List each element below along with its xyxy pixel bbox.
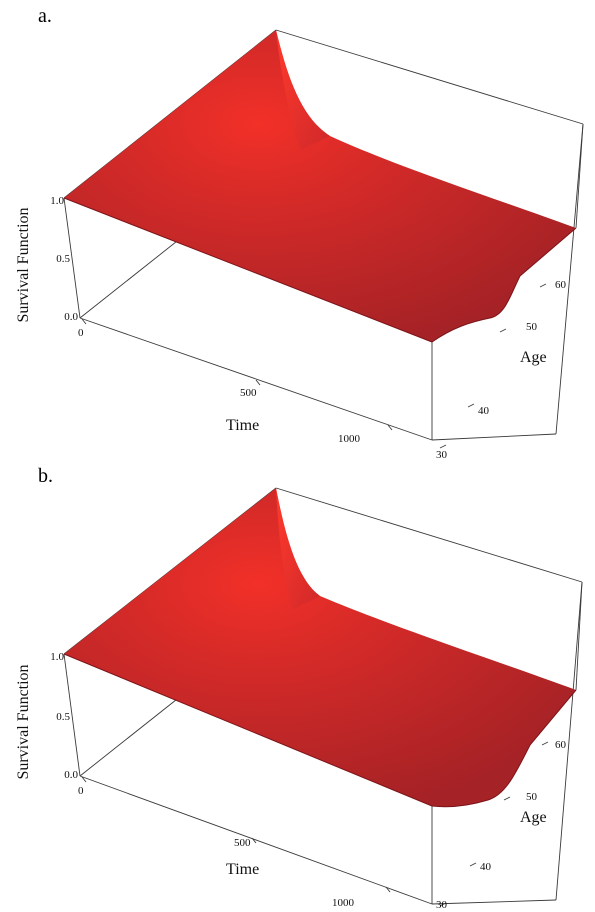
panel-a-x-tick-label: 500: [240, 387, 257, 399]
panel-b-y-tick-label: 50: [526, 791, 538, 803]
panel-a-y-tick-label: 50: [526, 321, 538, 333]
panel-a-y-axis-title: Age: [520, 349, 547, 366]
panel-a-y-tick-label: 60: [555, 279, 567, 291]
panel-b-plot: b. 1.0 0.5 0.0 Survival Function: [15, 465, 583, 911]
panel-b-x-axis: 0 500 1000 Time: [78, 776, 391, 909]
panel-a-surface-right-edge: [431, 227, 577, 343]
panel-b-z-tick-label: 0.5: [56, 711, 70, 723]
panel-a-y-tick-label: 40: [478, 405, 490, 417]
panel-b-z-tick-label: 1.0: [50, 651, 64, 663]
panel-b-label: b.: [38, 465, 53, 487]
panel-b-surface-main: [64, 488, 576, 807]
panel-a-label: a.: [38, 5, 52, 27]
panel-b-y-tick-label: 40: [480, 861, 492, 873]
panel-a-z-tick-label: 0.5: [56, 253, 70, 265]
panel-a-z-tick-label: 0.0: [64, 311, 78, 323]
panel-a-y-axis: 30 40 50 60 Age: [436, 279, 567, 461]
panel-a-y-tick-label: 30: [436, 449, 448, 461]
panel-a-x-tick-label: 1000: [338, 433, 361, 445]
panel-b-y-axis: 30 40 50 60 Age: [436, 739, 567, 911]
panel-b-x-tick-label: 500: [234, 837, 251, 849]
panel-a-surface-main: [64, 30, 576, 342]
panel-b-x-tick-label: 1000: [332, 897, 355, 909]
panel-b-x-axis-title: Time: [226, 861, 259, 878]
panel-a-surface-front-edge: [63, 197, 433, 343]
panel-a-z-tick-label: 1.0: [50, 195, 64, 207]
panel-a-surface: [63, 30, 577, 343]
panel-b-y-tick-label: 30: [436, 899, 448, 911]
panel-b-x-tick-label: 0: [78, 785, 84, 797]
panel-b-y-tick-label: 60: [555, 739, 567, 751]
panel-a-z-axis-title: Survival Function: [15, 207, 32, 322]
panel-b-surface-right-edge: [431, 689, 577, 808]
panel-b-surface: [63, 488, 577, 808]
panel-a-surface-peak: [276, 30, 330, 150]
panel-a-x-axis: 0 500 1000 Time: [78, 318, 393, 445]
panel-b-z-axis-title: Survival Function: [15, 664, 32, 779]
panel-a-x-axis-title: Time: [226, 417, 259, 434]
panel-b-z-axis: 1.0 0.5 0.0 Survival Function: [15, 651, 79, 781]
panel-b-surface-peak: [276, 488, 320, 610]
panel-a-z-axis: 1.0 0.5 0.0 Survival Function: [15, 195, 79, 323]
panel-b-surface-front-edge: [63, 653, 433, 807]
panel-a-plot: a. 1.0 0.5 0.0 Survival Function: [15, 5, 584, 461]
panel-a-x-tick-label: 0: [78, 327, 84, 339]
panel-b-y-axis-title: Age: [520, 809, 547, 826]
panel-b-z-tick-label: 0.0: [64, 769, 78, 781]
